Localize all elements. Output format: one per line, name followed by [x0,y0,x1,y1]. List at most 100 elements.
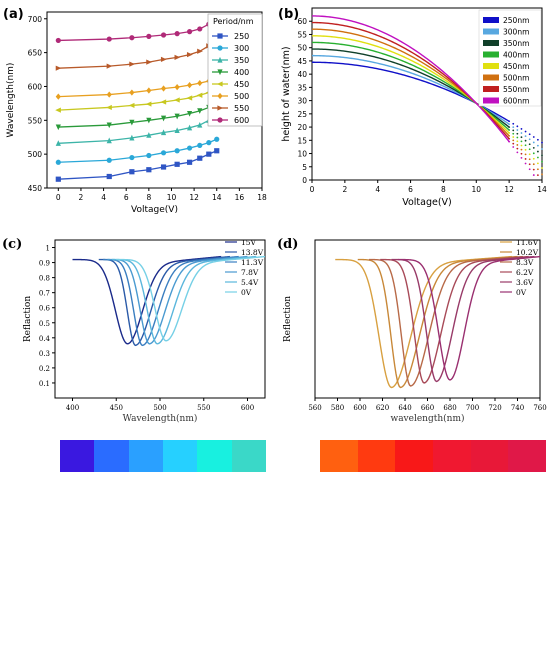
data-point [536,156,539,159]
legend-label: 350nm [503,39,529,48]
plot-frame [314,239,541,399]
x-tick-label: 640 [398,404,411,412]
x-tick-label: 600 [353,404,366,412]
legend-label: 600nm [503,97,529,106]
data-point [520,152,523,155]
data-point [129,169,135,175]
y-axis-label: Reflection [283,296,293,342]
color-swatch [94,440,129,472]
legend-swatch [483,86,499,92]
data-point [532,146,535,149]
data-point [532,157,535,160]
y-tick-label: 10 [297,150,307,159]
data-point [217,45,223,51]
data-point [160,115,167,122]
data-point [129,119,135,126]
data-point [129,154,135,161]
x-tick-label: 760 [533,404,546,412]
legend-label: 3.6V [516,278,534,287]
data-point [516,129,519,131]
data-point [55,37,61,44]
panel-c-chart: 400 450 500 550 600 0.1 0.2 0.3 0.4 0.5 0.6 0.7 0.8 0… [2,237,266,424]
data-point [55,107,61,113]
data-point [174,84,180,91]
y-tick-label: 45 [297,57,307,66]
panel-label: (a) [3,7,24,22]
data-point [512,129,515,132]
data-point [206,140,212,146]
legend-label: 13.8V [241,248,264,257]
legend-label: 8.3V [516,258,534,267]
y-tick-label: 0.6 [39,305,51,313]
data-point [528,148,531,151]
data-point [520,128,523,130]
data-point [528,163,531,166]
y-tick-label: 0.4 [39,335,51,343]
data-point [146,117,152,124]
data-point [512,139,515,142]
legend-swatch [483,63,499,69]
data-point [186,95,193,101]
data-point [532,141,535,144]
data-point [528,133,531,136]
y-tick-label: 650 [28,49,43,58]
data-point [186,82,193,89]
data-point [524,130,527,133]
data-point [106,157,112,163]
panel-label: (b) [278,7,299,22]
x-tick-label: 450 [110,404,123,412]
legend-label: 350 [234,56,249,65]
y-tick-label: 0.7 [39,290,50,298]
series-line [58,77,217,98]
x-axis-label: wavelength(nm) [390,413,464,424]
series-line [111,255,257,345]
data-point [520,144,523,147]
data-point [197,79,203,87]
data-point [174,31,180,37]
y-tick-label: 40 [297,70,307,79]
data-point [55,176,61,182]
data-point [536,162,539,165]
data-point [524,144,527,147]
data-point [197,108,203,114]
x-tick-label: 2 [79,193,84,202]
x-tick-label: 700 [466,404,479,412]
data-point [146,167,152,173]
y-tick-label: 600 [28,82,43,91]
data-point [214,148,220,154]
data-point [129,134,135,141]
y-tick-label: 0.8 [39,275,50,283]
legend-title: Period/nm [213,17,254,26]
data-point [146,33,152,39]
data-point [541,167,543,169]
data-point [528,168,531,171]
legend-label: 250nm [503,16,529,25]
x-tick-label: 740 [511,404,524,412]
x-tick-label: 550 [197,404,210,412]
data-point [186,124,193,131]
data-point [55,124,61,131]
data-point [217,92,223,100]
y-tick-label: 35 [297,83,307,92]
data-point [524,135,527,138]
series-line [58,114,218,144]
data-point [516,140,519,143]
legend-swatch [483,74,499,81]
data-point [145,101,152,107]
y-tick-label: 450 [28,184,43,193]
series-line [311,15,510,143]
panel-label: (c) [2,237,22,252]
color-swatch [197,440,232,472]
legend-label: 7.8V [241,268,259,277]
y-tick-label: 0.2 [39,365,50,373]
data-point [174,113,180,120]
x-tick-label: 0 [310,185,315,194]
y-tick-label: 0 [302,176,307,185]
y-tick-label: 5 [302,163,307,172]
legend-label: 15V [241,238,257,247]
data-point [106,63,113,69]
data-point [214,136,220,142]
data-point [520,156,523,159]
y-tick-label: 15 [297,136,307,145]
x-tick-label: 500 [153,404,166,412]
